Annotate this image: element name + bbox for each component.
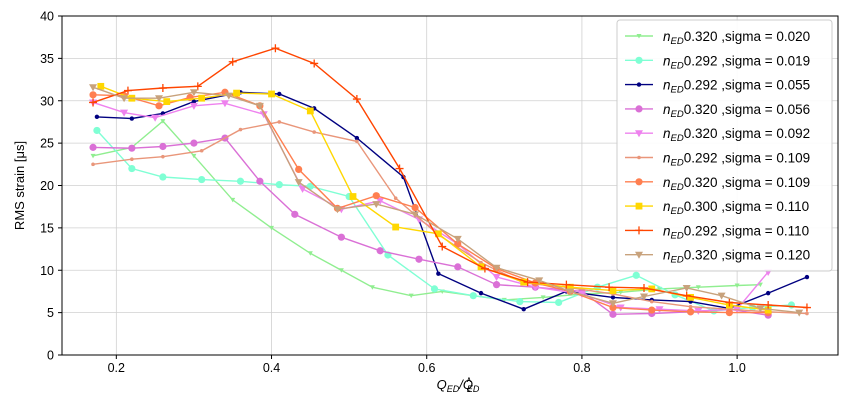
data-point [493, 281, 500, 288]
data-point [130, 116, 134, 120]
data-point [805, 312, 809, 316]
data-point [436, 271, 440, 275]
x-tick-label: 1.0 [728, 361, 745, 375]
data-point [200, 149, 204, 153]
chart: 0.2 0.4 0.6 0.8 1.0 0 5 10 15 20 25 30 35 40 RMS str… [0, 0, 850, 401]
y-axis-label: RMS strain [μs] [12, 141, 27, 230]
data-point [689, 305, 693, 309]
data-point [159, 173, 166, 180]
data-point [633, 272, 640, 279]
data-point [93, 127, 100, 134]
data-point [161, 155, 165, 159]
data-point [163, 98, 170, 105]
data-point [159, 143, 166, 150]
data-point [637, 82, 641, 86]
data-point [373, 192, 380, 199]
y-tick-label: 25 [40, 137, 54, 151]
y-tick-label: 0 [47, 349, 54, 363]
data-point [479, 291, 483, 295]
data-point [239, 128, 243, 132]
y-tick-label: 15 [40, 221, 54, 235]
data-point [291, 211, 298, 218]
data-point [377, 247, 384, 254]
data-point [415, 256, 422, 263]
x-tick-label: 0.6 [418, 361, 435, 375]
data-point [350, 193, 357, 200]
data-point [611, 295, 615, 299]
data-point [256, 178, 263, 185]
data-point [155, 102, 162, 109]
data-point [431, 285, 438, 292]
data-point [788, 301, 795, 308]
data-point [555, 299, 562, 306]
y-tick-label: 40 [40, 10, 54, 24]
data-point [636, 203, 643, 210]
x-tick-label: 0.4 [263, 361, 280, 375]
y-tick-label: 10 [40, 264, 54, 278]
data-point [522, 307, 526, 311]
data-point [198, 176, 205, 183]
data-point [609, 311, 616, 318]
y-tick-label: 5 [47, 306, 54, 320]
data-point [392, 224, 399, 231]
data-point [687, 308, 694, 315]
data-point [277, 120, 281, 124]
data-point [805, 275, 809, 279]
data-point [637, 156, 641, 160]
x-tick-label: 0.2 [108, 361, 125, 375]
data-point [650, 300, 654, 304]
data-point [635, 178, 642, 185]
data-point [726, 309, 733, 316]
data-point [470, 292, 477, 299]
data-point [394, 196, 398, 200]
data-point [95, 115, 99, 119]
y-tick-label: 30 [40, 94, 54, 108]
data-point [276, 181, 283, 188]
legend: nED0.320 ,sigma = 0.020 nED0.292 ,sigma =… [617, 20, 832, 271]
data-point [355, 136, 359, 140]
data-point [338, 234, 345, 241]
data-point [89, 91, 96, 98]
data-point [89, 144, 96, 151]
data-point [128, 165, 135, 172]
data-point [295, 166, 302, 173]
data-point [635, 105, 642, 112]
data-point [516, 298, 523, 305]
data-point [198, 95, 205, 102]
data-point [128, 145, 135, 152]
data-point [766, 291, 770, 295]
data-point [454, 263, 461, 270]
data-point [277, 92, 281, 96]
y-tick-label: 20 [40, 179, 54, 193]
data-point [268, 91, 275, 98]
data-point [355, 140, 359, 144]
data-point [648, 306, 655, 313]
data-point [635, 57, 642, 64]
data-point [610, 287, 617, 294]
data-point [307, 108, 314, 115]
data-point [91, 163, 95, 167]
data-point [233, 90, 240, 97]
data-point [312, 130, 316, 134]
data-point [411, 204, 418, 211]
data-point [237, 178, 244, 185]
y-tick-label: 35 [40, 52, 54, 66]
data-point [130, 157, 134, 161]
x-tick-label: 0.8 [573, 361, 590, 375]
data-point [190, 140, 197, 147]
